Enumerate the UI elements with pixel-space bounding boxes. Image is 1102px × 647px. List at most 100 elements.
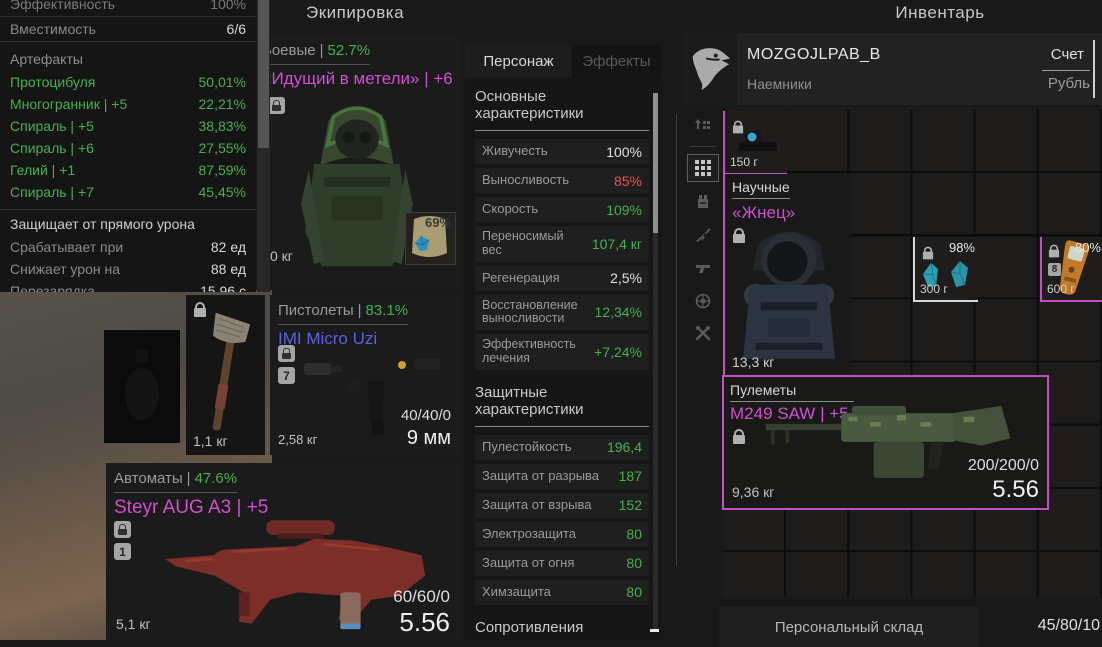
tab-effects[interactable]: Эффекты bbox=[571, 45, 661, 78]
stat-label: Восстановление выносливости bbox=[482, 297, 578, 326]
sidebar-divider bbox=[690, 146, 716, 147]
mg-category: Пулеметы bbox=[730, 382, 854, 402]
storage-counts: 45/80/10 bbox=[1037, 617, 1100, 634]
character-panel-scrollbar[interactable] bbox=[653, 93, 658, 629]
rifle-condition: 47.6% bbox=[194, 470, 238, 487]
separator: | bbox=[319, 42, 324, 59]
player-header: MOZGOJLPAB_B Наемники Счет Рубль bbox=[683, 33, 1102, 105]
axe-image bbox=[212, 312, 251, 431]
stat-row: Регенерация 2,5% bbox=[475, 265, 649, 291]
artifact-name: Спираль | +7 bbox=[10, 184, 94, 200]
faction-logo bbox=[683, 33, 737, 105]
stat-label: Срабатывает при bbox=[10, 239, 124, 255]
stat-value: 196,4 bbox=[606, 439, 642, 455]
personal-storage-button[interactable]: Персональный склад bbox=[719, 607, 979, 647]
inventory-item-artifact[interactable]: 98% 300 г bbox=[913, 237, 978, 302]
grid-icon[interactable] bbox=[687, 154, 719, 182]
stat-row: Перезарядка 15,96 с bbox=[0, 280, 256, 292]
detector-count-badge: 8 bbox=[1048, 263, 1061, 276]
artifact-row[interactable]: Спираль | +7 45,45% bbox=[0, 181, 256, 203]
artifact-row[interactable]: Гелий | +1 87,59% bbox=[0, 159, 256, 181]
sort-icon[interactable] bbox=[688, 113, 718, 139]
mg-name: M249 SAW | +5 bbox=[730, 404, 849, 423]
artifact-value: 38,83% bbox=[198, 118, 246, 134]
stat-label: Защита от огня bbox=[482, 554, 575, 570]
stat-row: Электрозащита 80 bbox=[475, 521, 649, 547]
stat-label: Эффективность bbox=[10, 0, 116, 12]
player-name: MOZGOJLPAB_B bbox=[747, 46, 881, 63]
stat-label: Химзащита bbox=[482, 583, 551, 599]
armor-icon[interactable] bbox=[688, 189, 718, 215]
pistol-category-line: Пистолеты | 83.1% bbox=[278, 302, 409, 325]
suit-image bbox=[743, 231, 835, 359]
stat-value: 2,5% bbox=[610, 270, 642, 286]
stat-row: Защита от разрыва 187 bbox=[475, 463, 649, 489]
mg-weight: 9,36 кг bbox=[732, 484, 775, 500]
stat-label: Снижает урон на bbox=[10, 261, 120, 277]
rifle-icon[interactable] bbox=[688, 222, 718, 248]
separator: | bbox=[357, 302, 362, 319]
artifact-value: 87,59% bbox=[198, 162, 246, 178]
artifact-row[interactable]: Спираль | +6 27,55% bbox=[0, 137, 256, 159]
artifact-icon[interactable] bbox=[688, 288, 718, 314]
section-resist-header: Сопротивления bbox=[475, 609, 649, 641]
artifact-name: Спираль | +5 bbox=[10, 118, 94, 134]
pistol-count-badge: 7 bbox=[278, 367, 295, 384]
stat-label: Выносливость bbox=[482, 172, 569, 188]
stat-row: Скорость 109% bbox=[475, 197, 649, 222]
stat-label: Защита от разрыва bbox=[482, 467, 600, 483]
scrollbar-thumb[interactable] bbox=[653, 93, 658, 233]
armor-condition: 52.7% bbox=[327, 42, 371, 59]
armor-category-line: Боевые | 52.7% bbox=[262, 42, 371, 65]
artifact-row[interactable]: Спираль | +5 38,83% bbox=[0, 115, 256, 137]
rifle-slot-card[interactable]: Автоматы | 47.6% Steyr AUG A3 | +5 1 60/60… bbox=[106, 463, 460, 640]
lock-icon bbox=[732, 120, 744, 134]
pistol-weight: 2,58 кг bbox=[278, 432, 318, 447]
artifact-row[interactable]: Многогранник | +5 22,21% bbox=[0, 93, 256, 115]
pistol-slot-card[interactable]: Пистолеты | 83.1% IMI Micro Uzi 7 40/40/0 … bbox=[270, 295, 460, 455]
lock-icon bbox=[733, 429, 745, 444]
armor-slot-card[interactable]: Боевые | 52.7% «Идущий в метели» | +6 69% … bbox=[250, 35, 460, 290]
inventory-item-detector[interactable]: 80% 8 600 г bbox=[1040, 237, 1102, 302]
stat-value: 152 bbox=[618, 497, 642, 513]
stat-row: Вместимость 6/6 bbox=[0, 18, 256, 40]
stat-label: Пулестойкость bbox=[482, 438, 572, 454]
stat-value: 15,96 с bbox=[200, 283, 246, 292]
melee-slot-card[interactable]: 1,1 кг bbox=[186, 295, 265, 455]
section-basic-header: Основные характеристики bbox=[475, 86, 649, 131]
artifact-row[interactable]: Протоцибуля 50,01% bbox=[0, 71, 256, 93]
stat-row: Живучесть 100% bbox=[475, 139, 649, 164]
tools-icon[interactable] bbox=[688, 321, 718, 347]
lock-icon bbox=[278, 345, 295, 362]
lock-icon bbox=[733, 228, 745, 243]
rifle-caliber: 5.56 bbox=[399, 607, 450, 637]
pistol-icon[interactable] bbox=[688, 255, 718, 281]
armor-weight: 0 кг bbox=[270, 248, 293, 264]
grenade-slot[interactable] bbox=[104, 330, 180, 443]
grenade-image bbox=[125, 350, 159, 420]
inventory-item-machinegun[interactable]: Пулеметы M249 SAW | +5 200/200/0 5.56 9,… bbox=[722, 375, 1049, 510]
eagle-icon bbox=[692, 48, 731, 91]
scrollbar-thumb[interactable] bbox=[258, 0, 269, 148]
inventory-filter-sidebar bbox=[687, 113, 719, 354]
artifact-panel-scrollbar[interactable] bbox=[257, 0, 270, 292]
item-condition: 80% bbox=[1074, 240, 1101, 255]
scrollbar-end-cap bbox=[650, 629, 659, 632]
stat-row: Эффективность лечения +7,24% bbox=[475, 334, 649, 370]
tab-character[interactable]: Персонаж bbox=[465, 45, 572, 78]
item-condition: 98% bbox=[948, 240, 975, 255]
pistol-name: IMI Micro Uzi bbox=[278, 329, 378, 348]
stat-label: Регенерация bbox=[482, 269, 560, 285]
artifact-name: Спираль | +6 bbox=[10, 140, 94, 156]
armor-plate-subitem[interactable]: 69% bbox=[405, 212, 456, 265]
mg-ammo: 200/200/0 bbox=[967, 457, 1039, 474]
detector-image bbox=[1059, 240, 1090, 295]
currency-label: Рубль bbox=[1047, 75, 1090, 92]
stat-row: Эффективность 100% bbox=[0, 0, 256, 15]
character-panel: Персонаж Эффекты Основные характеристики… bbox=[465, 45, 661, 640]
inventory-item-sight[interactable]: 150 г bbox=[723, 111, 787, 175]
lock-icon bbox=[114, 521, 131, 538]
stat-row: Выносливость 85% bbox=[475, 168, 649, 193]
inventory-item-suit[interactable]: Научные «Жнец» 13,3 кг bbox=[723, 174, 851, 378]
item-weight: 150 г bbox=[730, 155, 758, 169]
